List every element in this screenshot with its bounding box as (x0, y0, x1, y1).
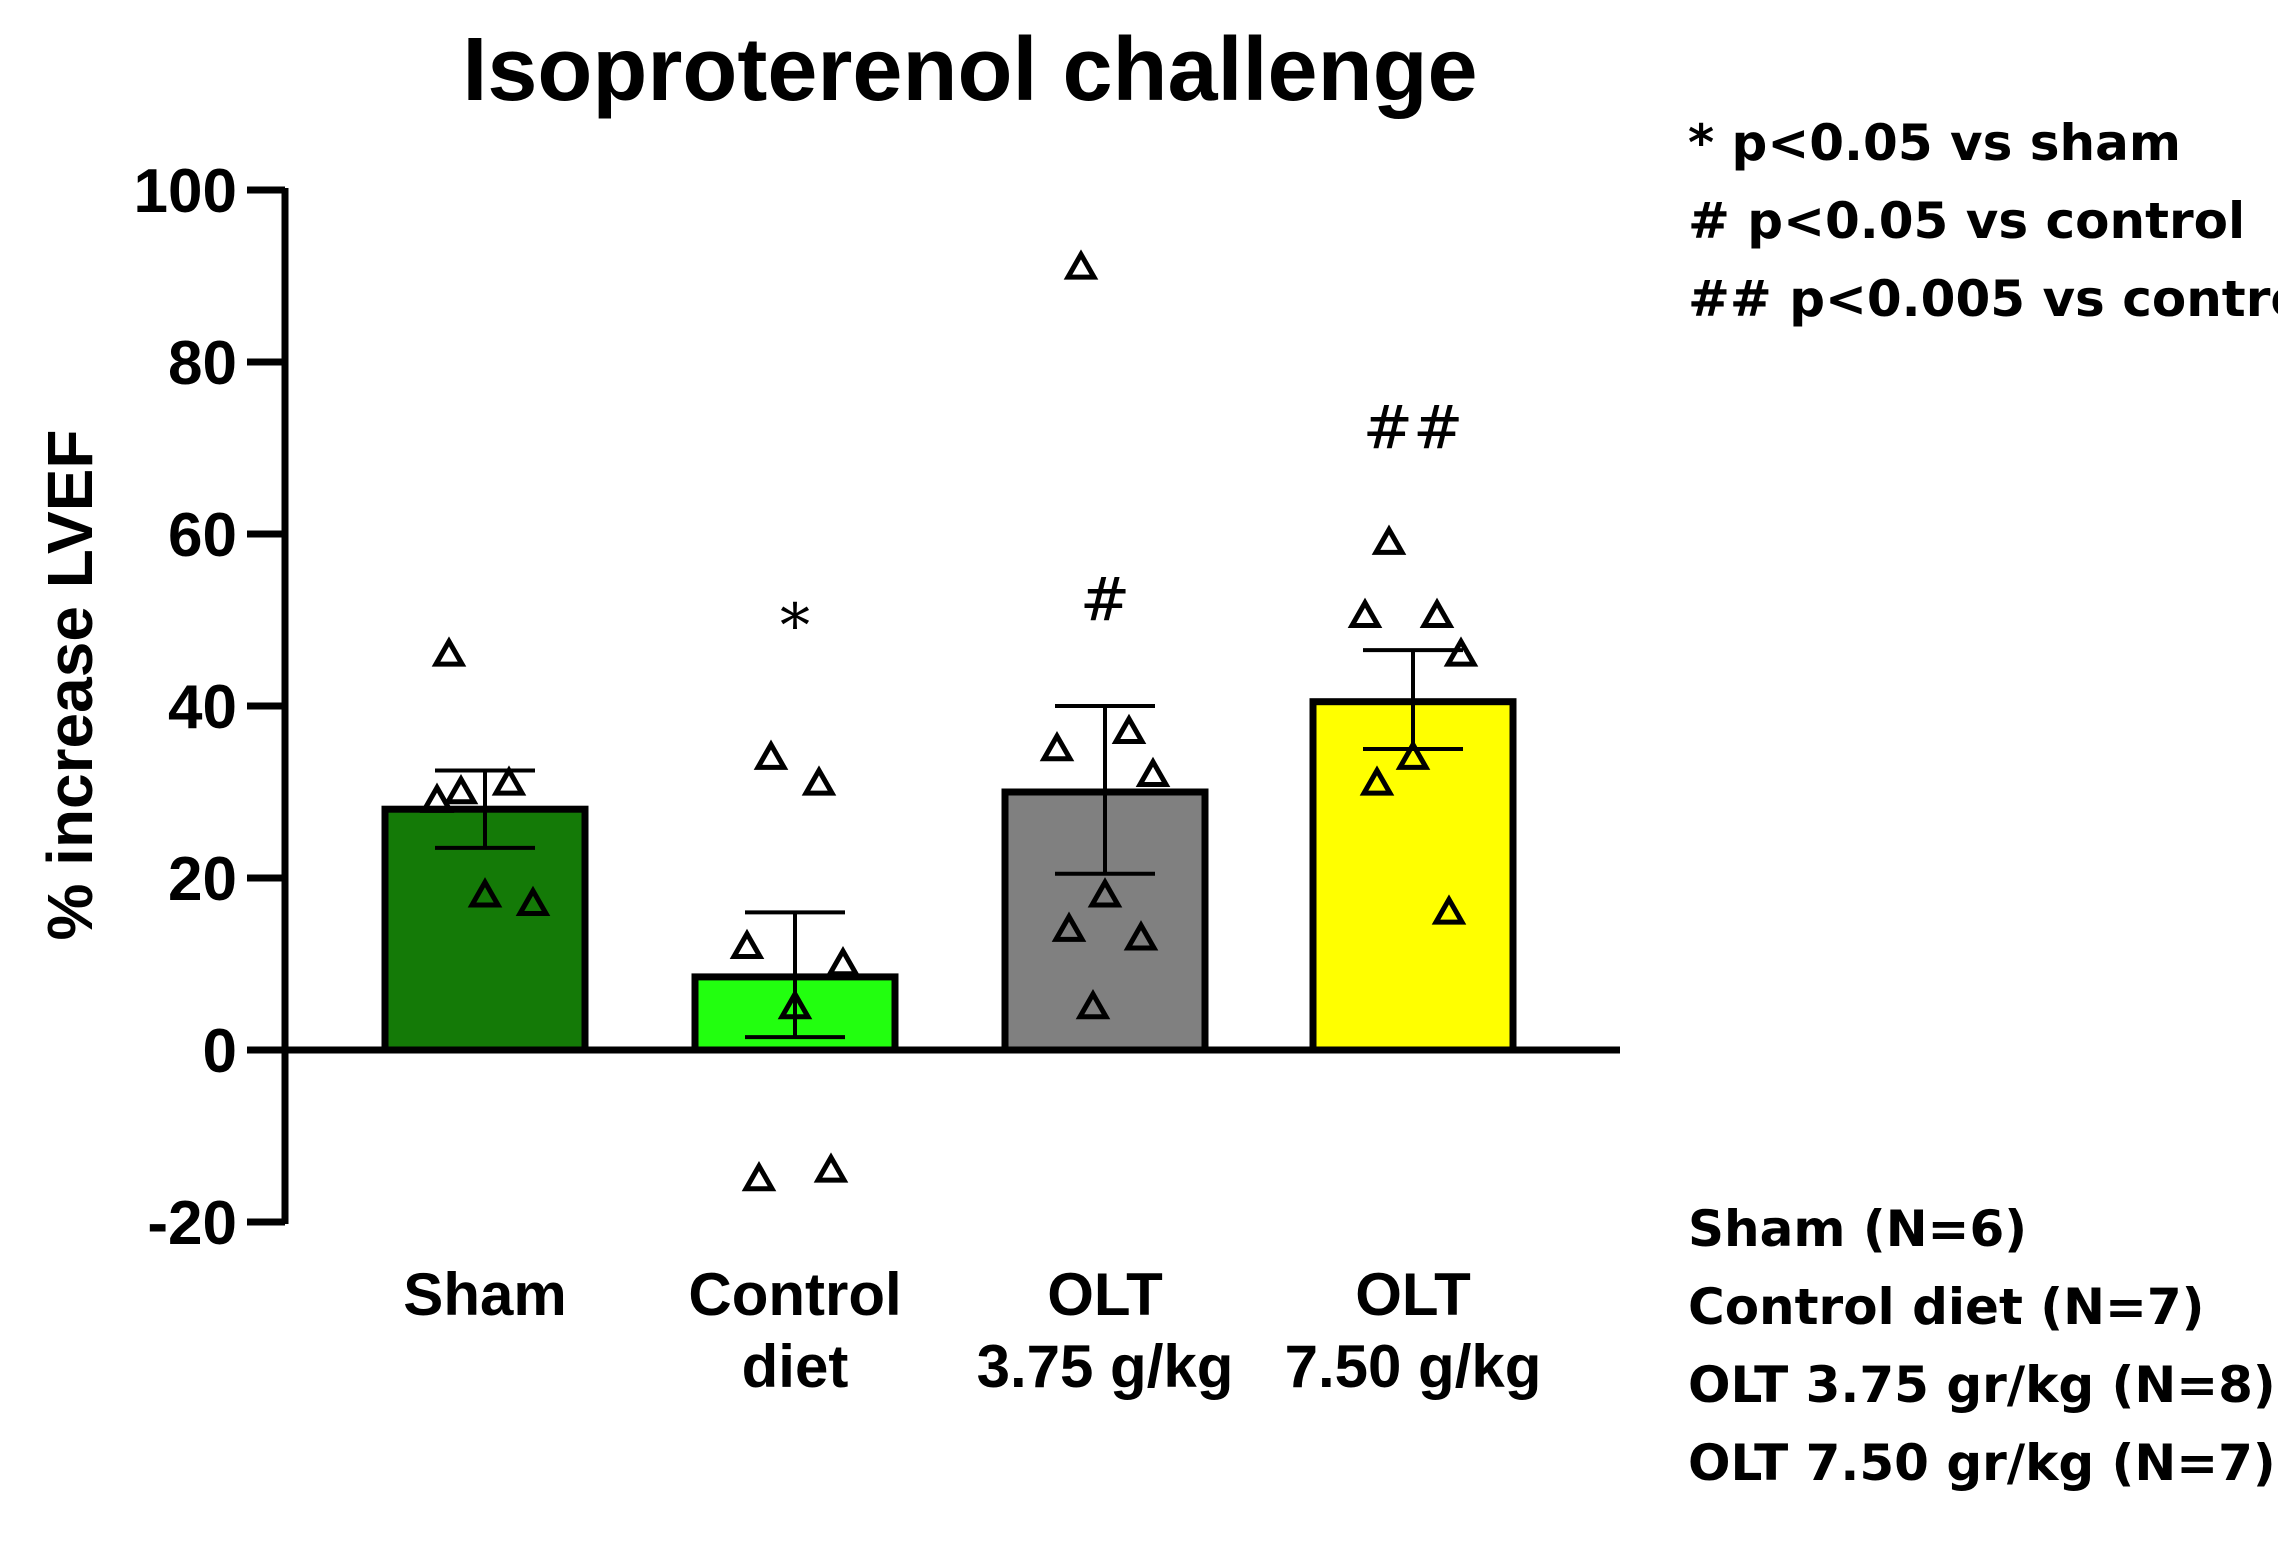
group-size-note: Control diet (N=7) (1688, 1278, 2205, 1336)
y-tick-label: 20 (168, 845, 237, 914)
significance-note: * p<0.05 vs sham (1688, 114, 2181, 172)
significance-marker: ## (1363, 393, 1464, 463)
data-point (419, 782, 455, 813)
data-point (801, 765, 837, 796)
x-tick-label: Sham (403, 1261, 566, 1328)
x-tick-label: OLT (1355, 1261, 1471, 1328)
data-point (1347, 597, 1383, 628)
data-point (1111, 713, 1147, 745)
y-tick-label: 40 (168, 673, 237, 742)
data-point (1135, 756, 1171, 788)
y-tick-label: 80 (168, 329, 237, 398)
group-size-note: OLT 7.50 gr/kg (N=7) (1688, 1434, 2276, 1492)
data-point (741, 1160, 777, 1192)
data-point (1395, 739, 1431, 770)
data-point (825, 945, 861, 977)
chart-title: Isoproterenol challenge (462, 20, 1477, 120)
data-point (1039, 730, 1075, 762)
x-tick-label: 7.50 g/kg (1285, 1333, 1542, 1400)
data-point (443, 773, 479, 805)
data-point (515, 885, 551, 917)
x-tick-label: OLT (1047, 1261, 1163, 1328)
data-point (467, 877, 503, 908)
data-point (729, 928, 765, 960)
data-point (753, 739, 789, 770)
data-point (1063, 249, 1099, 280)
data-point (1419, 597, 1455, 628)
data-point (1051, 911, 1087, 942)
significance-note: # p<0.05 vs control (1688, 192, 2246, 250)
y-tick-label: 0 (203, 1017, 237, 1086)
data-point (431, 636, 467, 667)
group-size-notes: Sham (N=6) Control diet (N=7) OLT 3.75 g… (1688, 1190, 2276, 1502)
x-tick-label: 3.75 g/kg (977, 1333, 1234, 1400)
data-point (777, 988, 813, 1020)
data-point (1431, 894, 1467, 925)
data-point (1359, 765, 1395, 796)
y-tick-label: -20 (147, 1189, 237, 1258)
group-size-note: Sham (N=6) (1688, 1200, 2028, 1258)
data-point (1087, 877, 1123, 908)
data-point (1075, 988, 1111, 1020)
data-point (1443, 636, 1479, 667)
data-point (491, 765, 527, 796)
y-tick-label: 60 (168, 501, 237, 570)
significance-marker: # (1080, 565, 1130, 635)
data-point (1371, 524, 1407, 555)
x-tick-label: diet (742, 1333, 849, 1400)
significance-note: ## p<0.005 vs control (1688, 270, 2278, 328)
data-point (813, 1152, 849, 1183)
significance-marker: * (780, 591, 810, 661)
y-axis-label: % increase LVEF (34, 429, 106, 940)
x-tick-label: Control (688, 1261, 901, 1328)
group-size-note: OLT 3.75 gr/kg (N=8) (1688, 1356, 2276, 1414)
y-tick-label: 100 (134, 157, 237, 226)
significance-notes: * p<0.05 vs sham # p<0.05 vs control ## … (1688, 104, 2278, 338)
data-point (1123, 920, 1159, 951)
bar (1309, 698, 1517, 1054)
